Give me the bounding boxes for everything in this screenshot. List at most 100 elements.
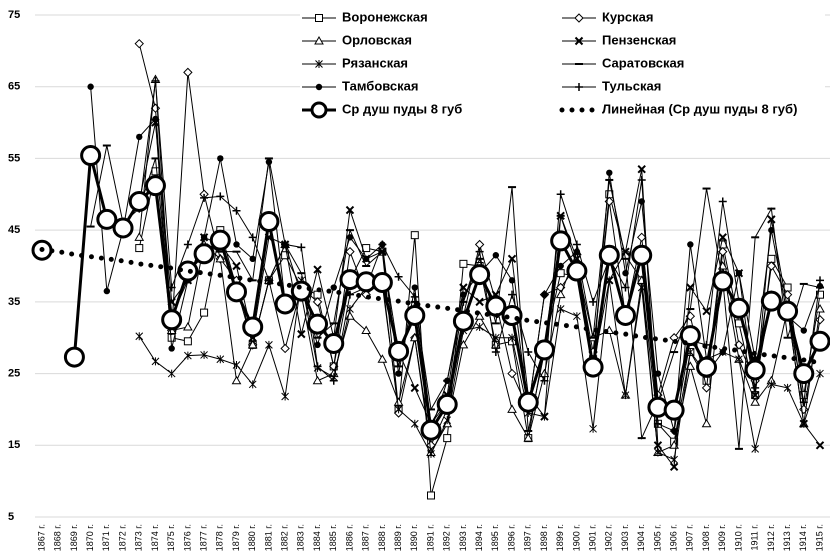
x-tick-label: 1889 г. [393,524,403,551]
marker [427,449,435,458]
marker [183,240,192,249]
marker [330,284,337,291]
marker [297,329,306,339]
y-tick-label: 65 [8,81,20,93]
marker [394,405,403,414]
x-tick-label: 1907 г. [685,524,695,551]
marker [492,252,500,259]
marker [541,291,548,298]
marker [555,289,566,299]
x-tick-label: 1908 г. [701,524,711,551]
marker [702,306,711,316]
marker [557,262,564,270]
marker [134,232,145,241]
marker [371,271,393,293]
x-tick-label: 1890 г. [409,524,419,551]
marker [297,243,306,252]
marker [161,309,183,331]
marker [258,211,280,233]
marker [216,355,225,364]
x-tick-label: 1872 г. [117,524,127,551]
marker [637,232,647,243]
x-tick-label: 1875 г. [166,524,176,551]
legend-label: Рязанская [342,55,408,70]
marker [701,383,712,393]
y-tick-label: 75 [8,9,20,21]
y-tick-label: 15 [8,439,20,451]
marker [232,206,241,215]
marker [653,441,663,450]
marker [314,35,324,45]
marker [281,392,289,401]
marker [524,348,533,357]
x-tick-label: 1874 г. [150,524,160,551]
x-tick-label: 1884 г. [312,524,322,551]
marker [312,297,323,307]
x-tick-label: 1893 г. [458,524,468,551]
marker [168,345,175,352]
x-tick-label: 1873 г. [134,524,144,551]
y-tick-label: 5 [8,511,14,523]
y-tick-label: 45 [8,224,20,236]
marker [167,369,176,378]
marker [744,359,766,381]
x-tick-label: 1871 г. [101,524,111,551]
x-tick-label: 1867 г. [36,524,46,551]
x-tick-label: 1869 г. [69,524,79,551]
marker [242,316,264,338]
legend-label: Орловская [342,32,412,47]
marker [508,290,517,299]
marker [265,158,273,166]
marker [247,339,258,349]
marker [574,13,584,23]
x-tick-label: 1880 г. [247,524,257,551]
marker [459,283,468,292]
marker [183,321,193,331]
marker [361,289,371,300]
marker [216,192,225,201]
marker [669,462,679,472]
legend-label: Ср душ пуды 8 губ [342,101,462,116]
x-tick-label: 1902 г. [604,524,614,551]
marker [135,244,144,253]
marker [226,281,247,303]
marker [200,234,208,241]
x-tick-label: 1900 г. [571,524,581,551]
marker [696,356,718,378]
x-tick-label: 1868 г. [53,524,63,551]
x-tick-label: 1906 г. [669,524,679,551]
x-tick-label: 1903 г. [620,524,630,551]
marker [217,155,224,162]
marker [566,260,588,282]
marker [323,332,345,354]
x-tick-label: 1886 г. [344,524,354,551]
marker [274,293,296,315]
marker [800,327,807,334]
y-tick-label: 35 [8,296,20,308]
marker [315,60,323,68]
marker [151,167,160,176]
marker [345,311,355,320]
marker [314,341,321,349]
marker [193,243,215,265]
marker [312,375,323,385]
marker [200,350,208,359]
marker [573,312,581,321]
marker [80,145,102,167]
x-tick-label: 1910 г. [733,524,743,551]
marker [760,290,782,312]
marker [280,343,290,354]
marker [766,261,777,271]
marker [809,330,830,352]
marker [231,375,242,385]
marker [388,340,410,362]
marker [533,339,555,361]
marker [507,368,517,379]
marker [679,325,701,347]
marker [452,310,474,332]
marker [556,305,565,314]
marker [556,190,565,199]
marker [816,282,824,290]
legend-label: Тульская [602,78,661,93]
marker [410,231,419,240]
